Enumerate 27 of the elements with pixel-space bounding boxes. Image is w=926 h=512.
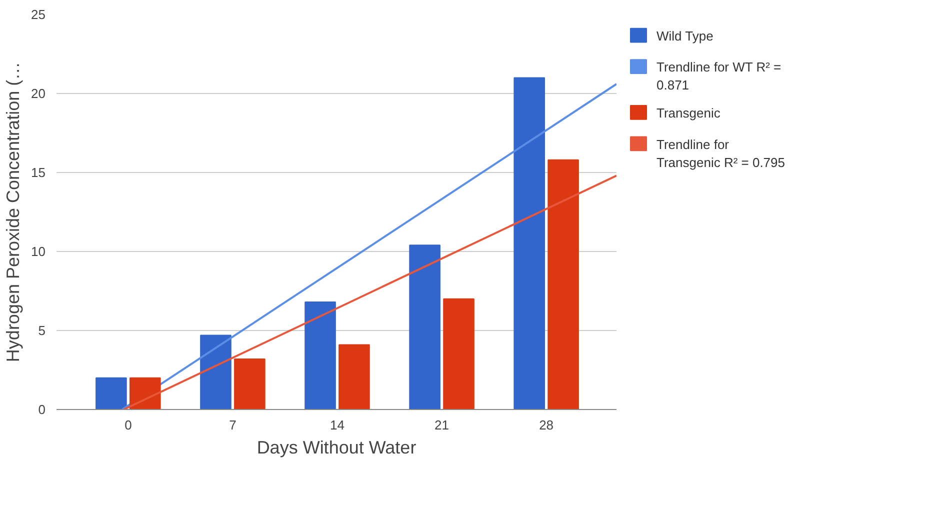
x-axis-title: Days Without Water (256, 438, 416, 458)
legend-label: Wild Type (656, 28, 714, 44)
y-tick-label: 0 (38, 402, 46, 417)
bar (304, 302, 336, 410)
x-tick-label: 7 (229, 418, 236, 432)
bar (548, 159, 579, 410)
y-tick-label: 5 (38, 323, 46, 338)
x-tick-label: 14 (330, 418, 344, 432)
bar (338, 344, 370, 410)
bar (514, 77, 545, 410)
bar (200, 334, 232, 410)
bar (443, 298, 474, 410)
bar (234, 358, 266, 410)
legend-label: Trendline for WT R² = 0.871 (656, 60, 782, 93)
bar (96, 377, 127, 410)
y-tick-label: 20 (31, 86, 46, 101)
bar (409, 244, 440, 410)
y-tick-label: 10 (31, 244, 46, 259)
bar (130, 377, 161, 410)
y-axis-title: Hydrogen Peroxide Concentration (… (3, 62, 24, 362)
legend-label: Trendline for Transgenic R² = 0.795 (656, 136, 786, 170)
legend-label: Transgenic (656, 106, 721, 121)
y-tick-label: 25 (31, 7, 46, 22)
x-tick-label: 28 (539, 418, 554, 432)
x-tick-label: 21 (434, 418, 450, 432)
x-tick-label: 0 (124, 418, 132, 432)
y-tick-label: 15 (31, 165, 46, 180)
